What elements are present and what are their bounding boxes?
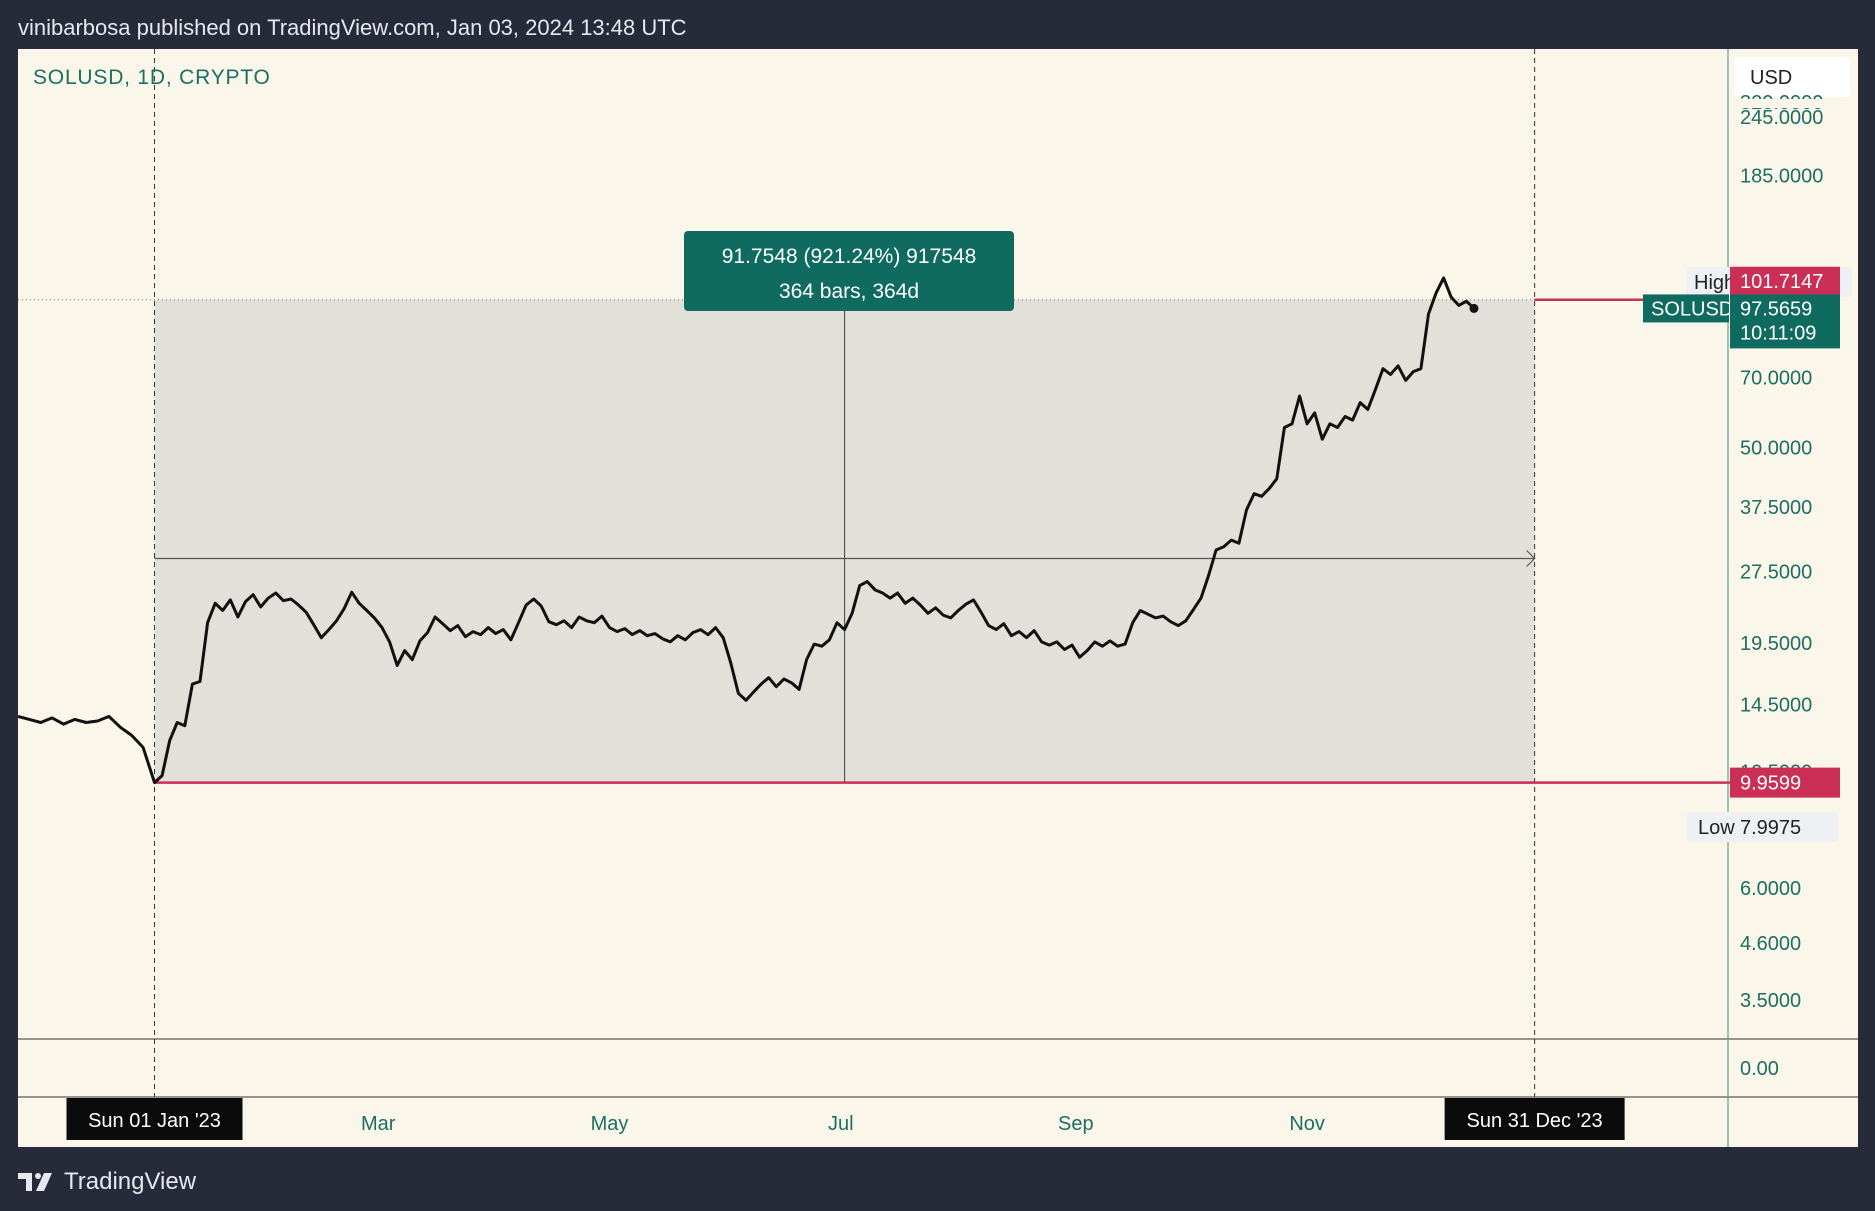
low-label: Low [1698, 817, 1735, 839]
currency-button-bg[interactable] [1734, 57, 1850, 97]
start-date-badge [66, 1098, 243, 1140]
last-price-dot [1469, 303, 1479, 313]
y-tick-label: 50.0000 [1740, 437, 1812, 459]
chart-panel[interactable]: SOLUSD, 1D, CRYPTOUSD320.0000245.0000185… [18, 49, 1858, 1147]
measure-info-box [684, 231, 1014, 311]
y-tick-label: 245.0000 [1740, 107, 1823, 129]
currency-label[interactable]: USD [1750, 67, 1792, 89]
x-tick-label: May [591, 1113, 629, 1135]
range-bottom-price-badge [1730, 767, 1840, 798]
measure-right-arrowhead [1526, 550, 1536, 567]
y-tick-label: 37.5000 [1740, 497, 1812, 519]
high-label: High [1694, 272, 1735, 294]
measure-info-line1: 91.7548 (921.24%) 917548 [722, 245, 977, 268]
bar-countdown-label: 10:11:09 [1740, 322, 1816, 344]
last-price-badge [1730, 294, 1840, 349]
range-top-price-label: 101.7147 [1740, 271, 1823, 293]
y-tick-label: 3.5000 [1740, 990, 1801, 1012]
price-chart[interactable]: SOLUSD, 1D, CRYPTOUSD320.0000245.0000185… [18, 49, 1858, 1147]
volume-tick-label: 0.00 [1740, 1058, 1779, 1080]
y-tick-label: 4.6000 [1740, 933, 1801, 955]
measure-info-line2: 364 bars, 364d [779, 280, 919, 303]
low-label-bg [1686, 812, 1838, 842]
symbol-badge [1643, 294, 1729, 323]
partial-tick-mask [1730, 99, 1856, 108]
range-bottom-price-label: 9.9599 [1740, 773, 1801, 795]
y-tick-label: 27.5000 [1740, 562, 1812, 584]
x-tick-label: Nov [1289, 1113, 1325, 1135]
start-date-label: Sun 01 Jan '23 [88, 1110, 221, 1132]
y-tick-label: 14.5000 [1740, 695, 1812, 717]
symbol-badge-label: SOLUSD [1651, 298, 1733, 320]
publication-header: vinibarbosa published on TradingView.com… [18, 15, 687, 40]
y-tick-label: 185.0000 [1740, 165, 1823, 187]
y-tick-label: 19.5000 [1740, 633, 1812, 655]
y-tick-label: 6.0000 [1740, 878, 1801, 900]
end-date-label: Sun 31 Dec '23 [1467, 1110, 1603, 1132]
tradingview-logo-icon [18, 1171, 54, 1193]
end-date-badge [1444, 1098, 1625, 1140]
low-value: 7.9975 [1740, 817, 1801, 839]
footer-branding: TradingView [18, 1165, 196, 1199]
symbol-title: SOLUSD, 1D, CRYPTO [33, 66, 271, 89]
x-tick-label: Sep [1058, 1113, 1094, 1135]
range-top-price-badge [1730, 266, 1840, 295]
footer-brand-text: TradingView [64, 1168, 197, 1195]
x-tick-label: Mar [361, 1113, 396, 1135]
x-tick-label: Jul [828, 1113, 854, 1135]
last-price-label: 97.5659 [1740, 298, 1812, 320]
price-series-line [18, 276, 1476, 785]
y-tick-label: 70.0000 [1740, 367, 1812, 389]
